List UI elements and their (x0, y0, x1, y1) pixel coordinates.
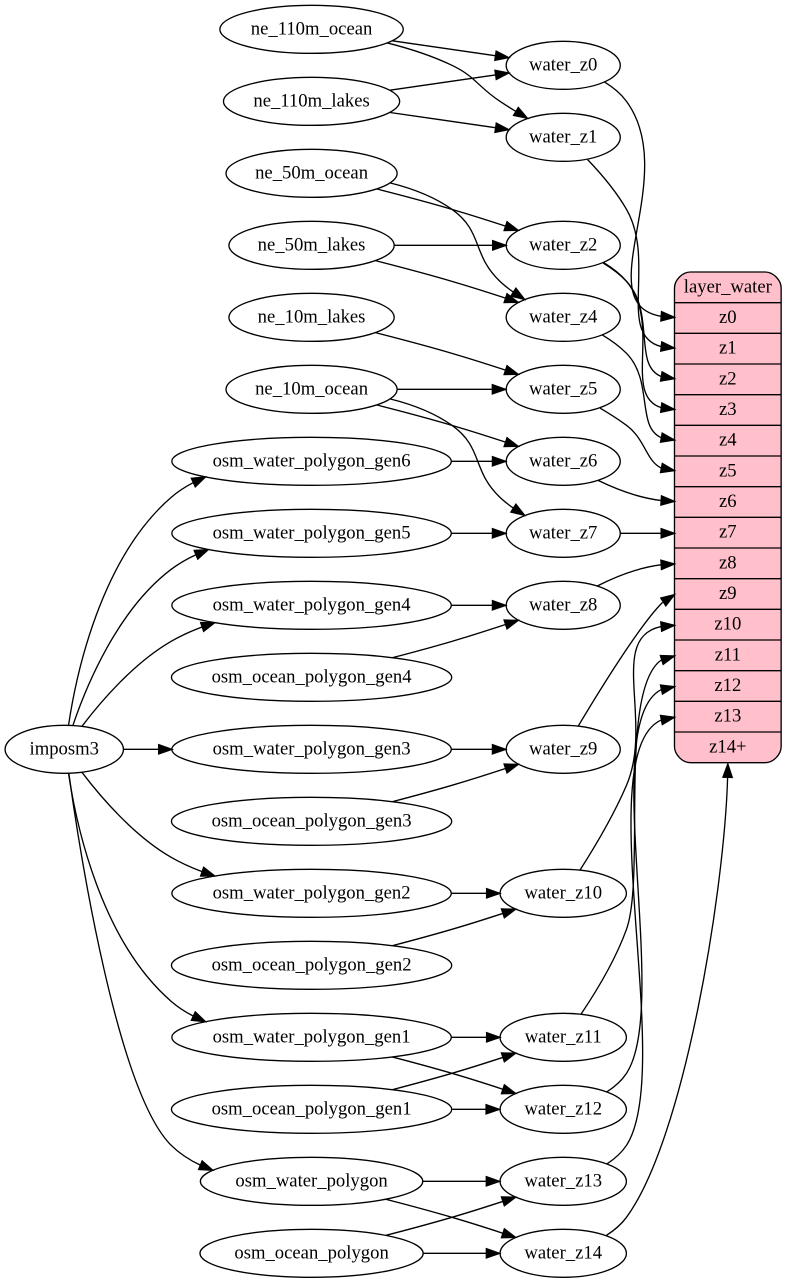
svg-text:osm_water_polygon_gen5: osm_water_polygon_gen5 (213, 522, 411, 543)
svg-text:osm_water_polygon_gen4: osm_water_polygon_gen4 (213, 594, 412, 615)
svg-text:z2: z2 (719, 368, 737, 389)
svg-text:water_z6: water_z6 (529, 450, 597, 471)
svg-text:osm_water_polygon_gen1: osm_water_polygon_gen1 (213, 1026, 411, 1047)
svg-text:z8: z8 (719, 552, 737, 573)
svg-text:water_z8: water_z8 (529, 594, 597, 615)
svg-text:water_z14: water_z14 (524, 1242, 602, 1263)
svg-text:osm_ocean_polygon: osm_ocean_polygon (234, 1242, 389, 1263)
svg-text:osm_water_polygon_gen3: osm_water_polygon_gen3 (213, 738, 411, 759)
svg-text:ne_50m_ocean: ne_50m_ocean (255, 162, 369, 183)
svg-text:ne_110m_ocean: ne_110m_ocean (251, 18, 373, 39)
svg-text:z1: z1 (719, 338, 737, 359)
svg-text:osm_ocean_polygon_gen1: osm_ocean_polygon_gen1 (212, 1098, 412, 1119)
svg-text:z11: z11 (715, 644, 741, 665)
svg-text:layer_water: layer_water (684, 276, 773, 297)
svg-text:z5: z5 (719, 460, 737, 481)
svg-text:osm_water_polygon_gen6: osm_water_polygon_gen6 (213, 450, 411, 471)
svg-text:z4: z4 (719, 430, 737, 451)
svg-text:ne_50m_lakes: ne_50m_lakes (258, 234, 366, 255)
svg-text:z13: z13 (714, 706, 741, 727)
svg-text:z10: z10 (714, 614, 741, 635)
svg-text:imposm3: imposm3 (30, 738, 99, 759)
svg-text:water_z2: water_z2 (529, 234, 597, 255)
svg-text:ne_110m_lakes: ne_110m_lakes (253, 90, 369, 111)
svg-text:water_z11: water_z11 (525, 1026, 602, 1047)
svg-text:osm_ocean_polygon_gen3: osm_ocean_polygon_gen3 (212, 810, 412, 831)
svg-text:z0: z0 (719, 307, 737, 328)
svg-text:water_z0: water_z0 (529, 54, 597, 75)
svg-text:osm_water_polygon_gen2: osm_water_polygon_gen2 (213, 882, 411, 903)
svg-text:water_z7: water_z7 (529, 522, 597, 543)
svg-text:water_z5: water_z5 (529, 378, 597, 399)
svg-text:z12: z12 (714, 675, 741, 696)
svg-text:water_z12: water_z12 (524, 1098, 602, 1119)
svg-text:water_z10: water_z10 (524, 882, 602, 903)
svg-text:ne_10m_lakes: ne_10m_lakes (258, 306, 366, 327)
svg-text:osm_water_polygon: osm_water_polygon (235, 1170, 388, 1191)
svg-text:water_z4: water_z4 (529, 306, 598, 327)
svg-text:water_z1: water_z1 (529, 126, 597, 147)
svg-text:z9: z9 (719, 583, 737, 604)
svg-text:z3: z3 (719, 399, 737, 420)
svg-text:osm_ocean_polygon_gen4: osm_ocean_polygon_gen4 (212, 666, 413, 687)
svg-text:water_z9: water_z9 (529, 738, 597, 759)
svg-text:z6: z6 (719, 491, 737, 512)
svg-text:ne_10m_ocean: ne_10m_ocean (255, 378, 369, 399)
svg-text:z14+: z14+ (709, 736, 746, 757)
svg-text:z7: z7 (719, 522, 737, 543)
svg-text:water_z13: water_z13 (524, 1170, 602, 1191)
svg-text:osm_ocean_polygon_gen2: osm_ocean_polygon_gen2 (212, 954, 412, 975)
